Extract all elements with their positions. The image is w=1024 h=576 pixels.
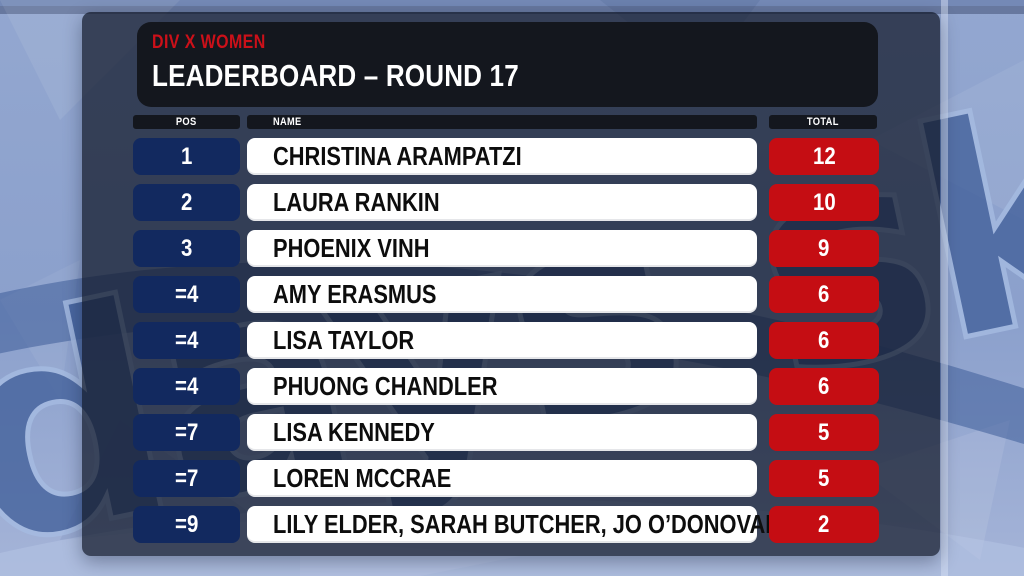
column-header-total: TOTAL xyxy=(769,115,877,129)
position-value: 1 xyxy=(180,142,193,170)
title-text: LEADERBOARD – ROUND 17 xyxy=(152,58,519,93)
name-value: LISA KENNEDY xyxy=(273,417,435,447)
total-value: 10 xyxy=(812,188,836,216)
position-cell: =9 xyxy=(133,506,240,543)
total-value: 5 xyxy=(818,418,830,446)
total-cell: 6 xyxy=(769,368,879,405)
table-row: =4 LISA TAYLOR 6 xyxy=(133,322,879,359)
column-header-name: NAME xyxy=(247,115,757,129)
top-band-2 xyxy=(0,6,1024,14)
total-value: 6 xyxy=(818,372,830,400)
table-row: =7 LOREN MCCRAE 5 xyxy=(133,460,879,497)
name-value: LISA TAYLOR xyxy=(273,325,415,355)
table-row: =4 AMY ERASMUS 6 xyxy=(133,276,879,313)
total-value: 5 xyxy=(818,464,830,492)
division-text: DIV X WOMEN xyxy=(152,32,266,53)
position-cell: =4 xyxy=(133,276,240,313)
position-value: =4 xyxy=(174,326,199,354)
position-value: =7 xyxy=(174,418,199,446)
name-value: LAURA RANKIN xyxy=(273,187,440,217)
position-value: =9 xyxy=(174,510,199,538)
column-header-name-label: NAME xyxy=(273,116,302,128)
total-value: 12 xyxy=(812,142,836,170)
position-cell: =4 xyxy=(133,368,240,405)
name-value: CHRISTINA ARAMPATZI xyxy=(273,141,522,171)
table-row: =7 LISA KENNEDY 5 xyxy=(133,414,879,451)
name-value: PHUONG CHANDLER xyxy=(273,371,498,401)
position-value: 3 xyxy=(180,234,193,262)
position-cell: 2 xyxy=(133,184,240,221)
table-row: =9 LILY ELDER, SARAH BUTCHER, JO O’DONOV… xyxy=(133,506,879,543)
leaderboard-panel: DIV X WOMEN LEADERBOARD – ROUND 17 POS N… xyxy=(82,12,940,556)
table-row: 3 PHOENIX VINH 9 xyxy=(133,230,879,267)
header-box: DIV X WOMEN LEADERBOARD – ROUND 17 xyxy=(137,22,878,107)
name-cell: PHOENIX VINH xyxy=(247,230,757,267)
total-cell: 9 xyxy=(769,230,879,267)
position-cell: 3 xyxy=(133,230,240,267)
total-cell: 5 xyxy=(769,414,879,451)
name-cell: LAURA RANKIN xyxy=(247,184,757,221)
name-value: LOREN MCCRAE xyxy=(273,463,452,493)
total-cell: 6 xyxy=(769,276,879,313)
total-value: 6 xyxy=(818,280,830,308)
leaderboard-rows: 1 CHRISTINA ARAMPATZI 12 2 LAURA RANKIN … xyxy=(133,138,879,543)
table-row: =4 PHUONG CHANDLER 6 xyxy=(133,368,879,405)
name-cell: AMY ERASMUS xyxy=(247,276,757,313)
total-cell: 6 xyxy=(769,322,879,359)
page-title: LEADERBOARD – ROUND 17 xyxy=(152,56,878,96)
vertical-strip xyxy=(941,0,948,576)
name-cell: LISA KENNEDY xyxy=(247,414,757,451)
column-header-pos: POS xyxy=(133,115,240,129)
total-cell: 12 xyxy=(769,138,879,175)
total-cell: 5 xyxy=(769,460,879,497)
position-value: =4 xyxy=(174,372,199,400)
position-value: 2 xyxy=(180,188,193,216)
total-value: 9 xyxy=(818,234,830,262)
name-cell: LILY ELDER, SARAH BUTCHER, JO O’DONOVAN xyxy=(247,506,781,543)
position-cell: =7 xyxy=(133,460,240,497)
position-value: =7 xyxy=(174,464,199,492)
name-cell: LISA TAYLOR xyxy=(247,322,757,359)
name-cell: PHUONG CHANDLER xyxy=(247,368,757,405)
total-value: 6 xyxy=(818,326,830,354)
position-value: =4 xyxy=(174,280,199,308)
total-value: 2 xyxy=(818,510,830,538)
name-cell: LOREN MCCRAE xyxy=(247,460,757,497)
name-value: PHOENIX VINH xyxy=(273,233,430,263)
position-cell: 1 xyxy=(133,138,240,175)
total-cell: 2 xyxy=(769,506,879,543)
column-header-total-label: TOTAL xyxy=(806,116,840,128)
total-cell: 10 xyxy=(769,184,879,221)
position-cell: =4 xyxy=(133,322,240,359)
top-band xyxy=(0,0,1024,6)
name-cell: CHRISTINA ARAMPATZI xyxy=(247,138,757,175)
name-value: AMY ERASMUS xyxy=(273,279,437,309)
name-value: LILY ELDER, SARAH BUTCHER, JO O’DONOVAN xyxy=(273,509,782,539)
division-label: DIV X WOMEN xyxy=(152,31,878,54)
table-row: 1 CHRISTINA ARAMPATZI 12 xyxy=(133,138,879,175)
table-row: 2 LAURA RANKIN 10 xyxy=(133,184,879,221)
position-cell: =7 xyxy=(133,414,240,451)
column-header-pos-label: POS xyxy=(176,116,197,128)
